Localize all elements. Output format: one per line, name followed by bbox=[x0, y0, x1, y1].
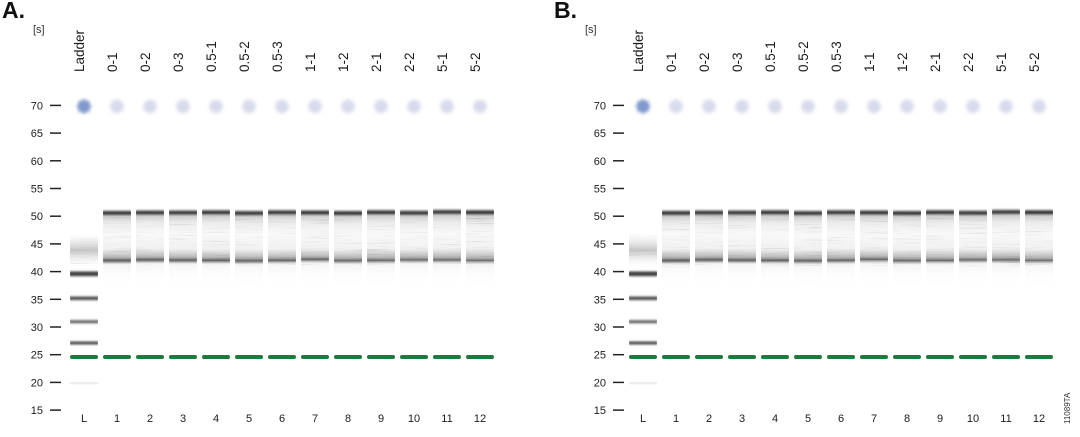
svg-text:2: 2 bbox=[706, 413, 712, 425]
svg-text:25: 25 bbox=[31, 350, 43, 362]
svg-text:5: 5 bbox=[805, 413, 811, 425]
svg-text:50: 50 bbox=[31, 211, 43, 223]
svg-text:0.5-2: 0.5-2 bbox=[796, 41, 811, 72]
svg-text:7: 7 bbox=[871, 413, 877, 425]
svg-text:L: L bbox=[640, 413, 646, 425]
svg-text:4: 4 bbox=[772, 413, 778, 425]
svg-text:0-3: 0-3 bbox=[730, 52, 745, 72]
svg-text:5-2: 5-2 bbox=[468, 52, 483, 72]
svg-text:1-1: 1-1 bbox=[862, 52, 877, 72]
svg-text:60: 60 bbox=[31, 156, 43, 168]
svg-text:5-1: 5-1 bbox=[435, 52, 450, 72]
svg-text:0.5-3: 0.5-3 bbox=[829, 41, 844, 72]
svg-text:0-2: 0-2 bbox=[138, 52, 153, 72]
svg-text:1: 1 bbox=[114, 413, 120, 425]
svg-text:4: 4 bbox=[213, 413, 219, 425]
svg-text:B.: B. bbox=[554, 0, 577, 23]
svg-text:45: 45 bbox=[594, 239, 606, 251]
svg-text:65: 65 bbox=[594, 128, 606, 140]
svg-text:5-1: 5-1 bbox=[994, 52, 1009, 72]
svg-text:60: 60 bbox=[594, 156, 606, 168]
svg-text:0.5-1: 0.5-1 bbox=[204, 41, 219, 72]
svg-text:40: 40 bbox=[31, 267, 43, 279]
svg-text:2-1: 2-1 bbox=[369, 52, 384, 72]
svg-text:11: 11 bbox=[1000, 413, 1011, 425]
svg-text:3: 3 bbox=[180, 413, 186, 425]
svg-text:Ladder: Ladder bbox=[631, 29, 646, 72]
svg-text:70: 70 bbox=[594, 100, 606, 112]
svg-text:9: 9 bbox=[378, 413, 384, 425]
svg-text:40: 40 bbox=[594, 267, 606, 279]
svg-text:8: 8 bbox=[345, 413, 351, 425]
svg-text:L: L bbox=[81, 413, 87, 425]
svg-text:6: 6 bbox=[838, 413, 844, 425]
svg-text:11089TA: 11089TA bbox=[1063, 392, 1072, 424]
svg-text:15: 15 bbox=[31, 405, 43, 417]
svg-text:8: 8 bbox=[904, 413, 910, 425]
svg-text:25: 25 bbox=[594, 350, 606, 362]
svg-text:70: 70 bbox=[31, 100, 43, 112]
svg-text:1-2: 1-2 bbox=[895, 52, 910, 72]
svg-text:45: 45 bbox=[31, 239, 43, 251]
svg-text:9: 9 bbox=[937, 413, 943, 425]
svg-text:0-1: 0-1 bbox=[105, 52, 120, 72]
svg-text:0.5-1: 0.5-1 bbox=[763, 41, 778, 72]
svg-text:0-1: 0-1 bbox=[664, 52, 679, 72]
svg-text:10: 10 bbox=[408, 413, 420, 425]
svg-text:0.5-2: 0.5-2 bbox=[237, 41, 252, 72]
svg-text:[s]: [s] bbox=[33, 24, 45, 36]
svg-text:6: 6 bbox=[279, 413, 285, 425]
svg-text:35: 35 bbox=[594, 294, 606, 306]
svg-text:65: 65 bbox=[31, 128, 43, 140]
svg-text:55: 55 bbox=[31, 184, 43, 196]
svg-text:1: 1 bbox=[673, 413, 679, 425]
svg-text:10: 10 bbox=[967, 413, 979, 425]
svg-text:5: 5 bbox=[246, 413, 252, 425]
svg-text:1-2: 1-2 bbox=[336, 52, 351, 72]
svg-text:0-2: 0-2 bbox=[697, 52, 712, 72]
svg-text:2: 2 bbox=[147, 413, 153, 425]
svg-text:20: 20 bbox=[594, 377, 606, 389]
svg-text:30: 30 bbox=[31, 322, 43, 334]
svg-text:50: 50 bbox=[594, 211, 606, 223]
svg-text:20: 20 bbox=[31, 377, 43, 389]
svg-text:11: 11 bbox=[441, 413, 452, 425]
svg-text:12: 12 bbox=[1033, 413, 1045, 425]
svg-text:Ladder: Ladder bbox=[72, 29, 87, 72]
svg-text:2-2: 2-2 bbox=[402, 52, 417, 72]
svg-text:12: 12 bbox=[474, 413, 486, 425]
svg-text:7: 7 bbox=[312, 413, 318, 425]
svg-text:15: 15 bbox=[594, 405, 606, 417]
svg-text:3: 3 bbox=[739, 413, 745, 425]
svg-text:35: 35 bbox=[31, 294, 43, 306]
svg-text:5-2: 5-2 bbox=[1027, 52, 1042, 72]
svg-text:[s]: [s] bbox=[585, 24, 597, 36]
svg-text:A.: A. bbox=[2, 0, 25, 23]
svg-text:0-3: 0-3 bbox=[171, 52, 186, 72]
svg-text:2-1: 2-1 bbox=[928, 52, 943, 72]
svg-text:30: 30 bbox=[594, 322, 606, 334]
svg-text:2-2: 2-2 bbox=[961, 52, 976, 72]
svg-text:0.5-3: 0.5-3 bbox=[270, 41, 285, 72]
svg-text:55: 55 bbox=[594, 184, 606, 196]
svg-text:1-1: 1-1 bbox=[303, 52, 318, 72]
